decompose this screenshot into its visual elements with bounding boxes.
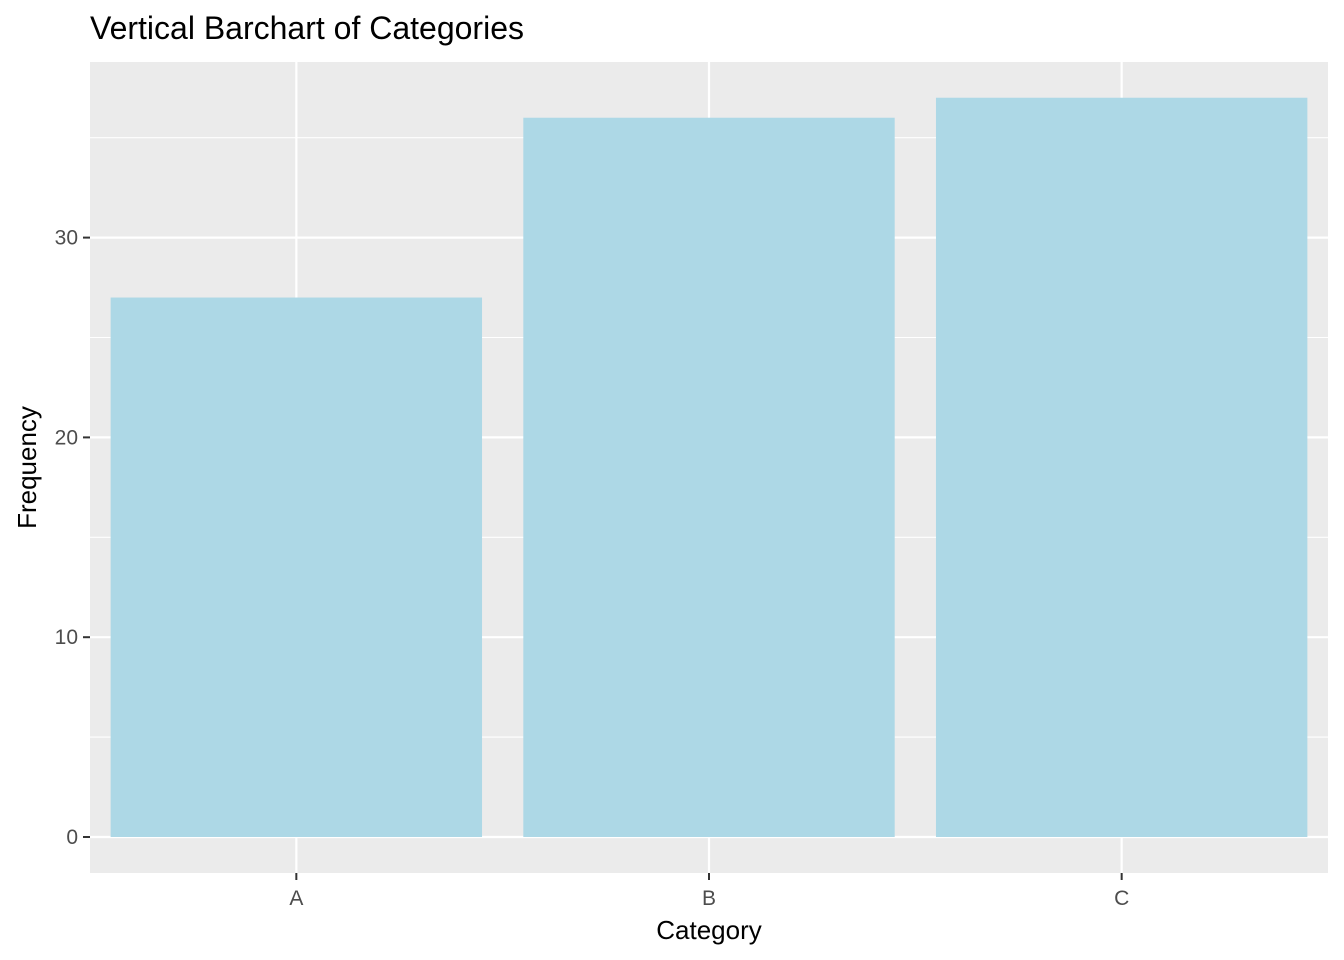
bar-B — [523, 117, 895, 838]
x-tick-label: C — [1114, 887, 1129, 910]
x-axis-title: Category — [656, 915, 762, 945]
y-axis-title: Frequency — [12, 406, 42, 529]
x-tick-label: A — [289, 887, 303, 910]
y-tick-label: 0 — [66, 826, 78, 849]
bars — [110, 97, 1308, 838]
bar-C — [935, 97, 1308, 838]
y-tick-label: 20 — [55, 426, 78, 449]
x-axis: A B C — [289, 873, 1129, 910]
chart-title: Vertical Barchart of Categories — [90, 10, 524, 46]
x-tick-label: B — [702, 887, 716, 910]
y-tick-label: 10 — [55, 626, 78, 649]
y-tick-label: 30 — [55, 227, 78, 250]
bar-A — [110, 297, 483, 837]
y-axis: 0 10 20 30 — [55, 227, 90, 849]
